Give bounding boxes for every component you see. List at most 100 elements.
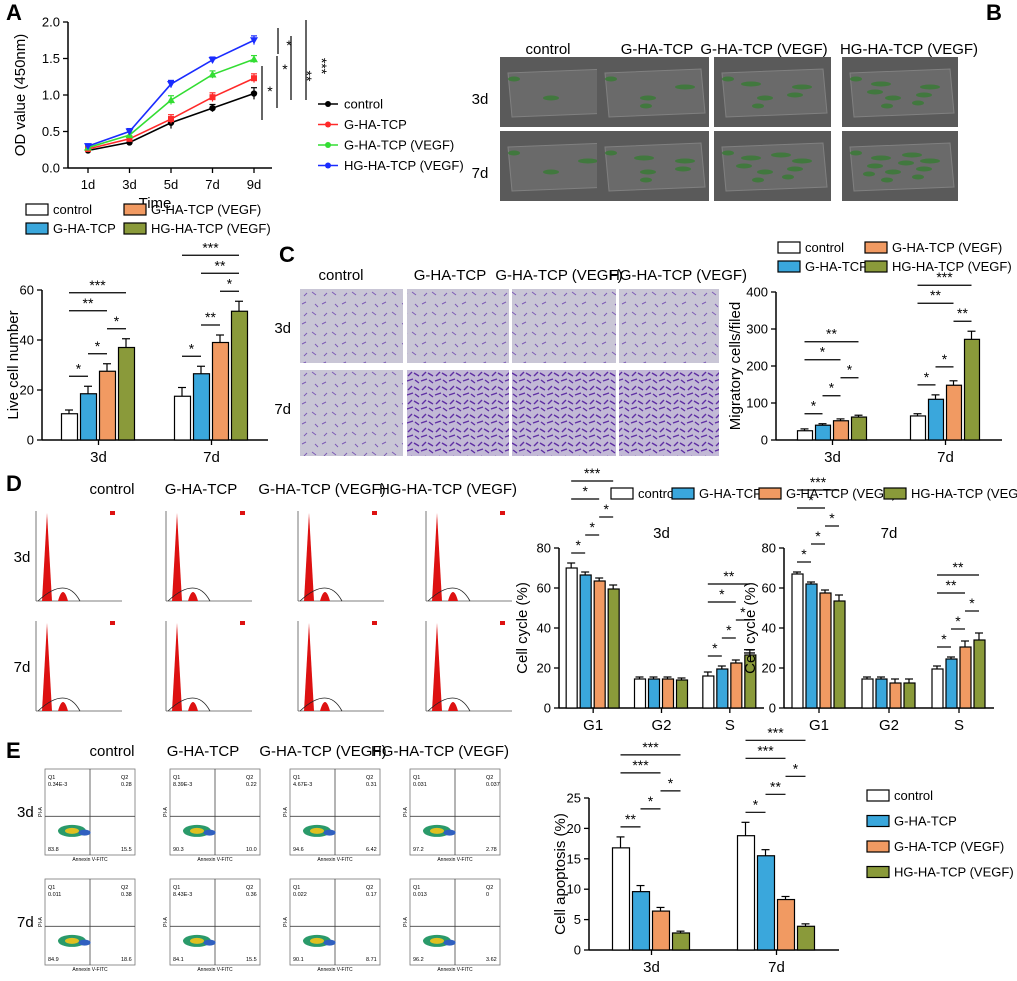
bar-B-3-1 (230, 310, 249, 441)
bar-D2-1-0 (805, 583, 818, 709)
flow-x-axis-label: Annexin V-FITC (197, 857, 233, 863)
bar-D1-1-1 (647, 678, 661, 709)
histogram-legend-mark (372, 511, 377, 515)
significance-label-D1: * (582, 483, 588, 499)
cell-mark (752, 103, 764, 109)
bar-E-1-0 (631, 891, 651, 951)
cell-mark (787, 166, 803, 172)
flow-q2-value: 0.17 (366, 892, 377, 898)
y-tick-label-E: 0 (574, 943, 581, 958)
cell-mark (640, 95, 656, 101)
flow-q4-value: 90.1 (293, 957, 304, 963)
legend-swatch-0 (777, 241, 801, 254)
flow-x-axis-label: Annexin V-FITC (437, 967, 473, 973)
cell-mark (741, 81, 761, 87)
cell-mark (916, 92, 932, 98)
cell-mark (722, 150, 734, 156)
row-label-B: 7d (472, 165, 489, 182)
legend-swatch-3 (864, 260, 888, 273)
histogram-peak-g2 (448, 702, 458, 711)
flow-q3-value: 10.0 (246, 847, 257, 853)
data-point-0 (209, 104, 216, 112)
flow-y-axis-label: PI-A (403, 916, 409, 926)
bar-B-1-1 (192, 373, 211, 441)
legend-label-1: G-HA-TCP (894, 814, 957, 829)
legend-label-2: G-HA-TCP (VEGF) (892, 240, 1002, 255)
bar-D2-3-2 (973, 639, 986, 709)
data-point-1 (168, 116, 174, 123)
data-point-0 (250, 90, 258, 97)
column-header-E: HG-HA-TCP (VEGF) (371, 743, 509, 760)
cell-mark (885, 95, 901, 101)
cell-mark (675, 158, 695, 164)
transwell-image-0-1 (407, 289, 509, 363)
row-label-D: 7d (14, 659, 31, 676)
legend-label-3: HG-HA-TCP (VEGF) (894, 865, 1014, 880)
microscopy-plane (507, 68, 613, 118)
column-header-C: HG-HA-TCP (VEGF) (609, 267, 747, 284)
legend-label-2: G-HA-TCP (VEGF) (786, 486, 896, 501)
histogram-peak-g1 (172, 623, 182, 711)
histogram-fit (427, 697, 471, 712)
flow-q-label: Q2 (121, 885, 128, 891)
legend-swatch-1 (25, 222, 49, 235)
microscopy-plane (721, 68, 828, 118)
significance-label-E: * (753, 796, 759, 812)
flow-q4-value: 97.2 (413, 847, 424, 853)
x-tick-label-A: 9d (247, 177, 261, 192)
flow-cluster-tail (78, 829, 91, 836)
histogram-legend-mark (372, 621, 377, 625)
flow-cluster-tail (323, 829, 336, 836)
bar-D1-1-0 (579, 574, 592, 709)
cell-mark (508, 150, 520, 156)
bar-B-0-0 (60, 413, 79, 441)
y-tick-label-E: 10 (567, 882, 581, 897)
data-point-3 (125, 128, 134, 136)
legend-swatch-1 (777, 260, 801, 273)
data-point-3 (208, 56, 217, 64)
y-tick-label-D1: 0 (544, 701, 551, 716)
histogram-peak-g2 (58, 592, 68, 601)
significance-label-D1: * (712, 640, 718, 656)
flow-q-label: Q1 (48, 885, 55, 891)
legend-label-A-2: G-HA-TCP (VEGF) (344, 138, 454, 153)
column-header-C: control (318, 267, 363, 284)
y-tick-label-D1: 60 (537, 581, 551, 596)
y-tick-label-C: 300 (746, 322, 768, 337)
y-axis-label-D1: Cell cycle (%) (514, 582, 531, 674)
cell-mark (871, 81, 891, 87)
flow-q-label: Q1 (293, 775, 300, 781)
bar-D2-1-2 (945, 658, 958, 709)
significance-label-C: * (820, 344, 826, 360)
y-tick-label-D2: 40 (762, 621, 776, 636)
bar-D2-2-1 (889, 682, 902, 709)
bar-D1-0-0 (565, 567, 578, 709)
flow-y-axis-label: PI-A (163, 806, 169, 816)
histogram-peak-g1 (432, 513, 442, 601)
flow-q1-value: 4.67E-3 (293, 782, 312, 788)
row-label-D: 3d (14, 549, 31, 566)
flow-q-label: Q1 (173, 775, 180, 781)
significance-label-C: ** (930, 287, 941, 303)
y-axis-label-D2: Cell cycle (%) (742, 582, 759, 674)
column-header-B: HG-HA-TCP (VEGF) (840, 41, 978, 58)
cell-mark (634, 155, 654, 161)
y-tick-label-D2: 60 (762, 581, 776, 596)
histogram-peak-g2 (188, 702, 198, 711)
flow-q3-value: 18.6 (121, 957, 132, 963)
bar-D1-3-1 (675, 679, 689, 709)
flow-q2-value: 0.31 (366, 782, 377, 788)
significance-label-D1: * (726, 622, 732, 638)
cell-mark (912, 174, 924, 180)
column-header-D: G-HA-TCP (VEGF) (258, 481, 385, 498)
significance-label-E: *** (642, 739, 659, 755)
significance-label-C: ** (826, 326, 837, 342)
histogram-legend-mark (240, 511, 245, 515)
transwell-image-1-3 (619, 370, 719, 456)
significance-label-B: ** (215, 257, 226, 273)
bar-D1-3-0 (607, 588, 620, 709)
cell-mark (867, 163, 883, 169)
significance-label-B: * (95, 338, 101, 354)
x-tick-label-A: 5d (164, 177, 178, 192)
